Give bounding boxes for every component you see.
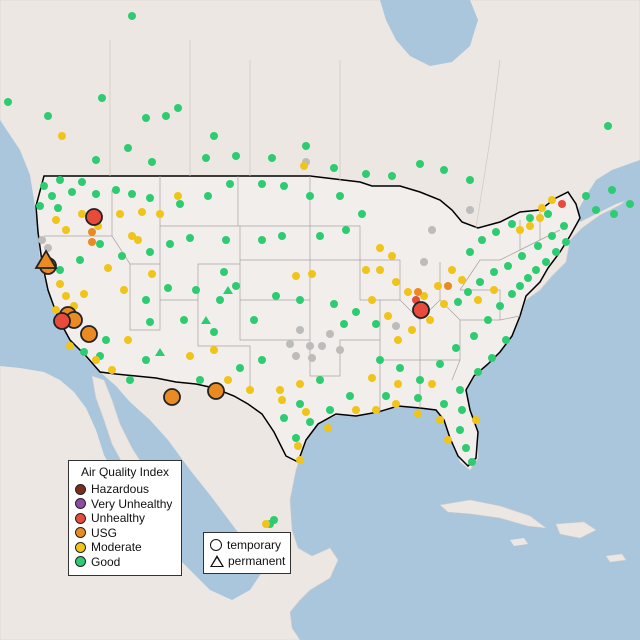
legend-title: Air Quality Index — [80, 465, 170, 479]
legend-label: temporary — [227, 538, 282, 552]
province-lines — [109, 40, 501, 229]
unhealthy-site — [85, 208, 103, 226]
good-swatch — [75, 556, 86, 568]
gulf-of-mexico — [300, 414, 470, 530]
highlighted-sites — [34, 208, 430, 406]
usg-site — [207, 382, 225, 400]
legend-label: Hazardous — [91, 482, 150, 497]
usg-swatch — [75, 527, 86, 539]
cuba — [439, 499, 548, 529]
legend-item-permanent: permanent — [210, 553, 286, 569]
legend-item-temporary: temporary — [210, 537, 284, 553]
triangle-icon — [210, 555, 224, 567]
legend-item-unhealthy: Unhealthy — [75, 511, 175, 526]
hazardous-swatch — [75, 483, 86, 495]
pacific-ocean-west — [0, 120, 262, 600]
legend-label: Good — [91, 554, 121, 569]
good-sites — [4, 12, 634, 528]
legend-item-moderate: Moderate — [75, 540, 175, 555]
no-data-sites — [38, 158, 474, 362]
legend-item-very-unhealthy: Very Unhealthy — [75, 497, 175, 512]
good-permanent-sites — [155, 286, 233, 356]
usg-site — [80, 325, 98, 343]
usg-site — [163, 388, 181, 406]
unhealthy-site — [412, 301, 430, 319]
hispaniola — [555, 521, 597, 539]
hudson-bay — [380, 0, 478, 66]
monitor-type-legend: temporary permanent — [203, 532, 291, 574]
very-unhealthy-swatch — [75, 498, 86, 510]
legend-item-hazardous: Hazardous — [75, 482, 175, 497]
moderate-sites — [52, 132, 556, 528]
legend-label: permanent — [228, 554, 286, 568]
moderate-swatch — [75, 541, 86, 553]
usg-small-sites — [88, 228, 452, 296]
unhealthy-site — [53, 312, 71, 330]
jamaica — [510, 538, 528, 546]
us-border — [35, 175, 581, 468]
legend-item-usg: USG — [75, 526, 175, 541]
usg-permanent-site — [34, 249, 58, 269]
unhealthy-swatch — [75, 512, 86, 524]
legend-label: USG — [91, 525, 118, 540]
puerto-rico — [605, 553, 627, 563]
aqi-legend: Air Quality Index Hazardous Very Unhealt… — [68, 460, 182, 576]
legend-item-good: Good — [75, 555, 175, 570]
legend-label: Very Unhealthy — [91, 496, 173, 511]
legend-label: Moderate — [91, 540, 142, 555]
circle-icon — [210, 539, 222, 551]
legend-label: Unhealthy — [91, 511, 146, 526]
